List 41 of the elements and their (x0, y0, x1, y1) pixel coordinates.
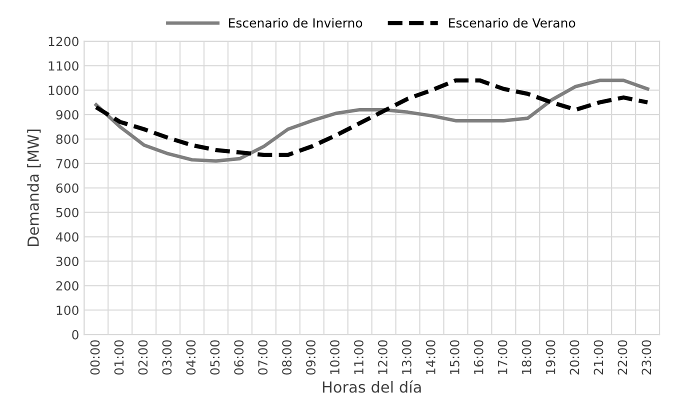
x-tick-label: 18:00 (522, 340, 532, 374)
x-tick-label: 05:00 (210, 340, 220, 375)
y-tick-label: 200 (56, 281, 78, 291)
x-tick-label: 07:00 (258, 340, 268, 375)
y-tick-label: 800 (56, 134, 78, 144)
x-tick-label: 14:00 (426, 340, 436, 374)
y-tick-label: 1000 (48, 86, 78, 96)
x-tick-label: 20:00 (570, 340, 580, 374)
x-tick-label: 11:00 (354, 340, 364, 374)
x-tick-label: 03:00 (162, 340, 172, 375)
x-tick-label: 19:00 (546, 340, 556, 374)
x-tick-label: 21:00 (594, 340, 604, 374)
x-tick-label: 00:00 (90, 340, 100, 375)
y-tick-label: 1200 (48, 36, 78, 46)
x-tick-label: 12:00 (378, 340, 388, 374)
x-tick-label: 23:00 (642, 340, 652, 374)
x-tick-label: 10:00 (330, 340, 340, 374)
legend-label: Escenario de Invierno (229, 18, 362, 28)
x-tick-label: 02:00 (138, 340, 148, 375)
x-tick-label: 04:00 (186, 340, 196, 375)
y-tick-label: 400 (56, 232, 78, 242)
legend-label: Escenario de Verano (449, 18, 576, 28)
y-tick-label: 700 (56, 158, 78, 168)
x-tick-label: 09:00 (306, 340, 316, 375)
x-tick-label: 16:00 (474, 340, 484, 374)
y-tick-label: 0 (72, 330, 78, 340)
x-tick-label: 17:00 (498, 340, 508, 374)
x-tick-label: 15:00 (450, 340, 460, 374)
x-tick-label: 08:00 (282, 340, 292, 375)
y-tick-label: 300 (56, 256, 78, 266)
y-tick-label: 1100 (48, 61, 78, 71)
x-tick-label: 01:00 (114, 340, 124, 375)
y-tick-label: 100 (56, 306, 78, 316)
x-tick-label: 22:00 (618, 340, 628, 374)
y-tick-label: 900 (56, 110, 78, 120)
y-axis-title: Demanda [MW] (27, 130, 41, 246)
x-tick-label: 13:00 (402, 340, 412, 374)
x-tick-label: 06:00 (234, 340, 244, 375)
y-tick-label: 500 (56, 208, 78, 218)
y-tick-label: 600 (56, 183, 78, 193)
x-axis-title: Horas del día (322, 380, 421, 393)
